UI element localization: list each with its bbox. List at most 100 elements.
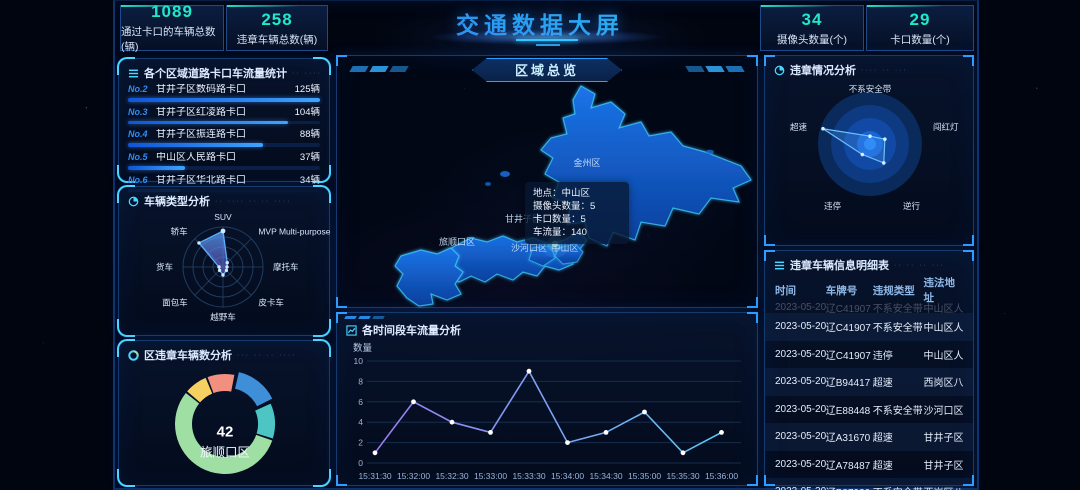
district-violation-donut-chart[interactable] xyxy=(119,359,331,485)
line-data-point[interactable] xyxy=(642,409,647,415)
radar-axis-label: 摩托车 xyxy=(273,262,299,272)
map-region-lvshunkou[interactable] xyxy=(394,247,464,307)
radar-data-point[interactable] xyxy=(224,268,229,273)
flow-value: 37辆 xyxy=(299,152,320,164)
panel-violation-radar: 违章情况分析 ···· ·· ··· 不系安全带 闯红灯 逆行 违停 超速 xyxy=(764,55,974,246)
pie-chart-icon xyxy=(774,65,785,75)
line-data-point[interactable] xyxy=(603,430,609,435)
y-axis-name: 数量 xyxy=(353,342,373,354)
radar-data-point[interactable] xyxy=(860,152,865,157)
table-cell: 不系安全带 xyxy=(872,323,923,335)
flow-rank-row[interactable]: No.5 中山区人民路卡口 37辆 xyxy=(128,151,320,170)
flow-line-series[interactable] xyxy=(374,369,722,454)
line-data-point[interactable] xyxy=(680,450,686,456)
radar-data-point[interactable] xyxy=(197,241,201,245)
stat-label: 违章车辆总数(辆) xyxy=(237,32,318,47)
radar-data-point[interactable] xyxy=(225,265,229,269)
line-data-point[interactable] xyxy=(449,419,455,425)
map-islet xyxy=(485,182,491,186)
table-cell: 中山区人民… xyxy=(923,350,963,362)
radar-data-point[interactable] xyxy=(821,126,825,131)
table-cell: 2023-05-20… xyxy=(775,486,826,490)
line-data-point[interactable] xyxy=(411,399,416,405)
radar-data-point[interactable] xyxy=(220,228,226,234)
table-column-header: 时间 xyxy=(775,284,796,297)
line-data-point[interactable] xyxy=(488,430,493,435)
radar-data-point[interactable] xyxy=(217,268,222,273)
flow-rank-row[interactable]: No.2 甘井子区数码路卡口 125辆 xyxy=(128,83,320,102)
flow-rank-row[interactable]: No.3 甘井子区红凌路卡口 104辆 xyxy=(128,106,320,125)
title-underline-2 xyxy=(536,44,560,46)
table-cell: 2023-05-20… xyxy=(775,376,826,388)
donut-segment[interactable] xyxy=(187,377,213,403)
x-tick-label: 15:34:30 xyxy=(589,471,622,481)
flow-rank-row[interactable]: No.4 甘井子区振连路卡口 88辆 xyxy=(128,128,320,147)
map-region-zhongshan[interactable] xyxy=(554,243,584,265)
table-cell: 辽C41907 xyxy=(825,323,871,335)
pie-chart-icon xyxy=(128,196,139,206)
x-tick-label: 15:33:00 xyxy=(474,471,507,481)
radar-data-point[interactable] xyxy=(881,161,886,165)
x-tick-label: 15:35:30 xyxy=(666,471,699,481)
panel-subtitle-decoration: ··· ·· ·· ···· xyxy=(237,351,297,359)
table-cell: 辽B94417 xyxy=(825,378,871,390)
table-column-header: 违规类型 xyxy=(872,284,915,297)
radar-axis-label: 货车 xyxy=(156,262,173,272)
stat-camera-count: 34 摄像头数量(个) xyxy=(760,5,864,51)
radar-data-point[interactable] xyxy=(868,134,872,138)
line-data-point[interactable] xyxy=(526,368,532,374)
checkpoint-name: 甘井子区红凌路卡口 xyxy=(156,106,246,118)
map-region-ganjingzi[interactable] xyxy=(438,231,588,283)
rank-label: No.4 xyxy=(128,129,148,140)
bar-track xyxy=(128,143,320,147)
checkpoint-name: 甘井子区数码路卡口 xyxy=(156,84,246,95)
checkpoint-flow-bar-list[interactable]: No.2 甘井子区数码路卡口 125辆 No.3 甘井子区红凌路卡口 104辆 No.4 甘井… xyxy=(128,83,320,196)
panel-title: 车辆类型分析 xyxy=(144,196,210,208)
radar-axis-label: 面包车 xyxy=(162,297,188,307)
line-data-point[interactable] xyxy=(719,430,724,435)
radar-data-point[interactable] xyxy=(883,137,887,141)
donut-segment[interactable] xyxy=(174,392,273,475)
donut-segment[interactable] xyxy=(235,372,273,407)
map-islet xyxy=(500,171,510,177)
radar-data-point[interactable] xyxy=(225,261,229,265)
table-body[interactable]: 2023-05-20…辽C41907不系安全带中山区人民…2023-05-20…… xyxy=(765,301,973,490)
table-column-header: 车牌号 xyxy=(825,284,858,297)
x-tick-label: 15:32:00 xyxy=(397,471,430,481)
radar-data-point[interactable] xyxy=(221,273,225,277)
y-tick-label: 0 xyxy=(358,458,363,468)
table-cell: 甘井子区中… xyxy=(923,460,963,472)
table-row[interactable]: 2023-05-20…辽E88448不系安全带沙河口区东… xyxy=(765,396,973,424)
table-cell: 西岗区八一… xyxy=(923,378,963,390)
table-row[interactable]: 2023-05-20…辽C41907不系安全带中山区人民… xyxy=(765,313,973,341)
bar-track xyxy=(128,166,320,170)
time-flow-line-chart[interactable]: 0 2 4 6 8 10 数量 15:31:30 15:32:00 15:32:30 15:33:0… xyxy=(337,339,759,487)
donut-center-label: 42 旅顺口区 xyxy=(200,424,250,461)
stat-total-vehicles: 1089 通过卡口的车辆总数(辆) xyxy=(120,2,224,53)
line-data-point[interactable] xyxy=(372,450,378,456)
map-label-ganjingzi: 甘井子区 xyxy=(505,213,541,224)
stat-value: 29 xyxy=(909,9,931,29)
radar-data-point[interactable] xyxy=(217,265,221,269)
stat-value: 34 xyxy=(801,9,823,29)
donut-center-district: 旅顺口区 xyxy=(199,445,251,460)
table-row[interactable]: 2023-05-20…辽B87930不系安全带西岗区八一… xyxy=(765,478,973,490)
x-tick-label: 15:36:00 xyxy=(705,471,738,481)
line-data-point[interactable] xyxy=(565,440,570,445)
x-tick-label: 15:31:30 xyxy=(358,471,391,481)
map-region-shahekou[interactable] xyxy=(528,245,556,267)
donut-segment[interactable] xyxy=(255,403,275,439)
map-tooltip: 地点：中山区 摄像头数量：5 卡口数量：5 车流量：140 xyxy=(525,182,629,244)
panel-region-map: 区域总览 金州区 甘井子区 旅顺口区 沙河口区 中山区 地点：中山区 摄像头数量… xyxy=(336,55,758,308)
panel-time-flow: 各时间段车流量分析 0 2 4 6 8 10 数量 15:31:30 15:32:00 15:32… xyxy=(336,312,758,486)
stat-total-violations: 258 违章车辆总数(辆) xyxy=(226,5,328,51)
donut-segment[interactable] xyxy=(207,374,235,394)
rank-label: No.2 xyxy=(128,84,148,94)
bar-fill xyxy=(128,143,264,147)
